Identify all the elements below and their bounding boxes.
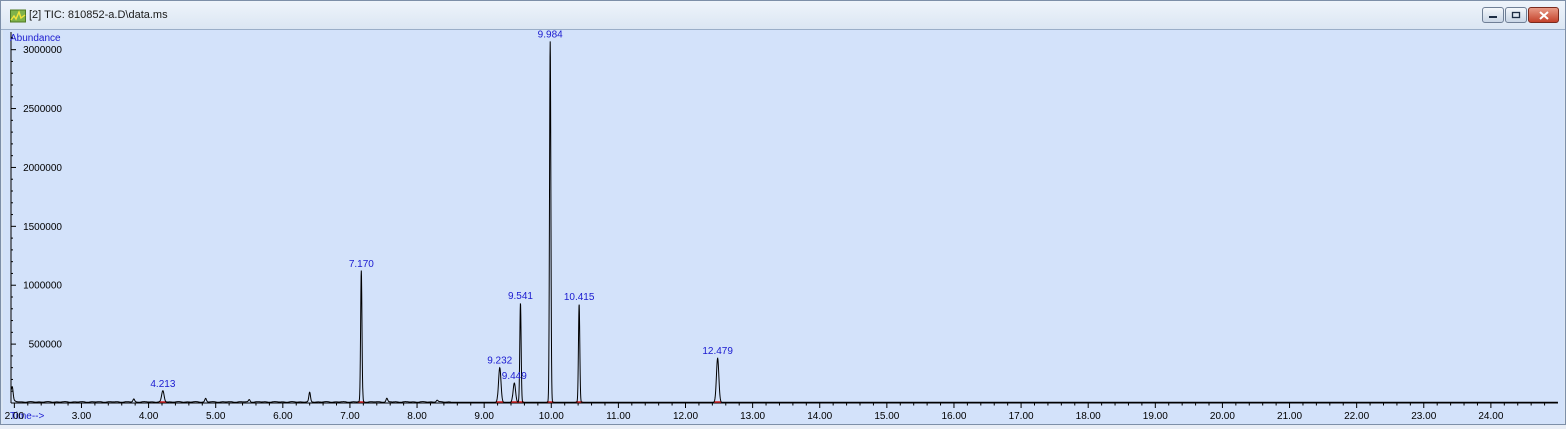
minimize-icon	[1489, 16, 1497, 18]
maximize-icon	[1511, 11, 1521, 19]
peak-label: 9.449	[502, 371, 527, 382]
x-tick-label: 12.00	[673, 411, 698, 422]
x-tick-label: 17.00	[1009, 411, 1034, 422]
maximize-button[interactable]	[1505, 7, 1527, 23]
x-tick-label: 16.00	[941, 411, 966, 422]
minimize-button[interactable]	[1482, 7, 1504, 23]
x-tick-label: 10.00	[539, 411, 564, 422]
window-title: [2] TIC: 810852-a.D\data.ms	[29, 9, 168, 21]
x-tick-label: 22.00	[1344, 411, 1369, 422]
x-tick-label: 23.00	[1411, 411, 1436, 422]
y-tick-label: 1500000	[23, 222, 62, 233]
x-tick-label: 7.00	[340, 411, 360, 422]
y-axis-label: Abundance	[10, 33, 61, 44]
peak-label: 7.170	[349, 259, 374, 270]
x-tick-label: 13.00	[740, 411, 765, 422]
y-tick-label: 500000	[29, 340, 63, 351]
x-tick-label: 11.00	[606, 411, 631, 422]
x-tick-label: 14.00	[807, 411, 832, 422]
peak-label: 4.213	[150, 379, 175, 390]
chromatogram-chart: Abundance Time--> 500000 1000000 1500000 20…	[5, 29, 1558, 422]
x-tick-label: 24.00	[1478, 411, 1503, 422]
x-tick-label: 9.00	[474, 411, 494, 422]
close-button[interactable]	[1528, 7, 1559, 23]
title-bar[interactable]: [2] TIC: 810852-a.D\data.ms	[1, 1, 1565, 30]
x-tick-label: 6.00	[273, 411, 293, 422]
x-tick-label: 21.00	[1277, 411, 1302, 422]
x-tick-label: 15.00	[874, 411, 899, 422]
x-tick-label: 8.00	[407, 411, 427, 422]
chromatogram-plot[interactable]: Abundance Time--> 500000 1000000 1500000 20…	[3, 29, 1564, 424]
x-tick-label: 3.00	[72, 411, 92, 422]
x-tick-label: 18.00	[1076, 411, 1101, 422]
peak-label: 9.232	[487, 356, 512, 367]
tic-trace	[10, 41, 1558, 403]
close-icon	[1538, 10, 1549, 20]
y-tick-label: 2500000	[23, 104, 62, 115]
peak-label: 9.541	[508, 291, 533, 302]
x-tick-label: 19.00	[1143, 411, 1168, 422]
y-tick-label: 2000000	[23, 163, 62, 174]
peak-label: 10.415	[564, 292, 595, 303]
peak-label: 12.479	[702, 346, 733, 357]
chromatogram-app-icon	[10, 9, 26, 23]
x-tick-label: 4.00	[139, 411, 159, 422]
x-tick-label: 20.00	[1210, 411, 1235, 422]
y-tick-label: 3000000	[23, 45, 62, 56]
y-tick-label: 1000000	[23, 281, 62, 292]
x-axis-label: Time-->	[10, 411, 45, 422]
peak-label: 9.984	[538, 30, 563, 40]
x-tick-label: 5.00	[206, 411, 226, 422]
x-tick-label: 2.00	[5, 411, 25, 422]
